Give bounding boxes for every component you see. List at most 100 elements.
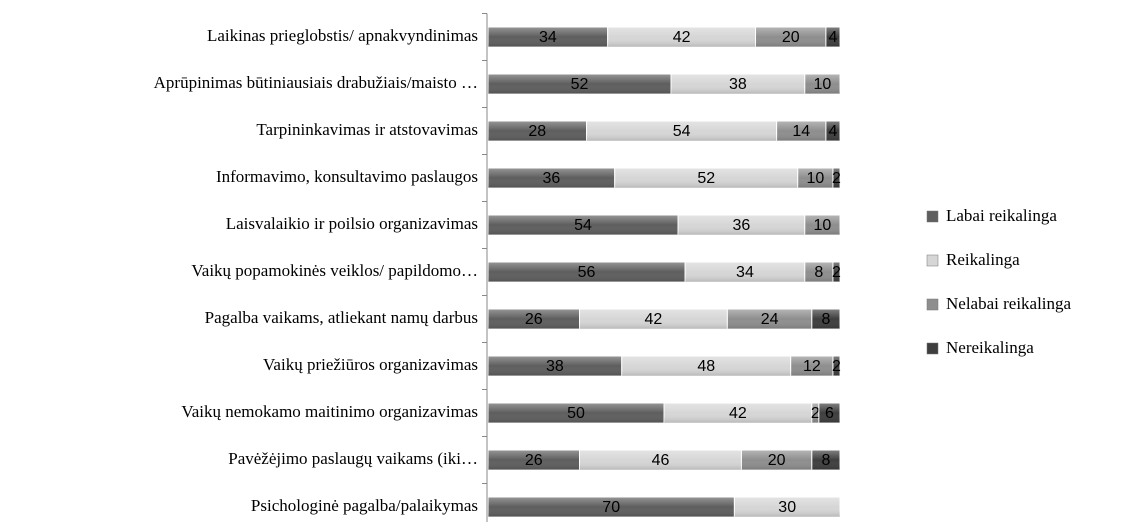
category-label: Vaikų nemokamo maitinimo organizavimas (181, 402, 478, 421)
bar-shine (488, 168, 615, 188)
bar-shine (488, 262, 686, 282)
data-label: 12 (803, 358, 821, 375)
data-label: 56 (578, 264, 596, 281)
bar-shine (832, 356, 840, 376)
data-label: 6 (825, 405, 834, 422)
legend-label: Reikalinga (946, 250, 1020, 269)
bar-shine (832, 168, 840, 188)
bar-shine (811, 309, 840, 329)
data-label: 52 (571, 76, 589, 93)
legend-swatch (926, 254, 939, 267)
data-label: 26 (525, 452, 543, 469)
category-label: Pavėžėjimo paslaugų vaikams (iki… (228, 449, 478, 468)
bar-shine (678, 215, 805, 235)
bar-shine (664, 403, 812, 423)
legend-label: Nelabai reikalinga (946, 294, 1072, 313)
data-label: 24 (761, 311, 779, 328)
data-label: 14 (792, 123, 810, 140)
category-label: Tarpininkavimas ir atstovavimas (256, 120, 478, 139)
category-label: Informavimo, konsultavimo paslaugos (216, 167, 478, 186)
legend-swatch (926, 298, 939, 311)
data-label: 10 (814, 76, 832, 93)
data-label: 8 (814, 264, 823, 281)
legend-label: Labai reikalinga (946, 206, 1057, 225)
category-label: Psichologinė pagalba/palaikymas (251, 496, 478, 515)
data-label: 54 (574, 217, 592, 234)
legend-swatch (926, 342, 939, 355)
bar-shine (755, 27, 826, 47)
bar-shine (488, 497, 735, 517)
data-label: 2 (832, 358, 841, 375)
data-label: 36 (733, 217, 751, 234)
bar-shine (811, 450, 840, 470)
data-label: 48 (697, 358, 715, 375)
bar-shine (825, 27, 840, 47)
data-label: 10 (814, 217, 832, 234)
data-label: 34 (736, 264, 754, 281)
data-label: 4 (829, 29, 838, 46)
data-label: 2 (832, 170, 841, 187)
category-label: Vaikų priežiūros organizavimas (263, 355, 478, 374)
bar-shine (741, 450, 812, 470)
data-label: 52 (697, 170, 715, 187)
data-label: 34 (539, 29, 557, 46)
bar-shine (488, 450, 580, 470)
legend-swatch (926, 210, 939, 223)
data-label: 42 (673, 29, 691, 46)
data-label: 38 (546, 358, 564, 375)
data-label: 28 (528, 123, 546, 140)
bar-shine (579, 309, 728, 329)
category-label: Vaikų popamokinės veiklos/ papildomo… (191, 261, 478, 280)
bar-shine (488, 309, 580, 329)
category-label: Laisvalaikio ir poilsio organizavimas (226, 214, 478, 233)
bar-shine (488, 27, 608, 47)
bar-shine (685, 262, 805, 282)
bar-shine (586, 121, 777, 141)
category-label: Pagalba vaikams, atliekant namų darbus (205, 308, 478, 327)
bar-shine (607, 27, 756, 47)
bar-shine (832, 262, 840, 282)
bar-shine (621, 356, 791, 376)
bar-shine (818, 403, 840, 423)
data-label: 8 (821, 311, 830, 328)
bar-shine (488, 215, 679, 235)
bar-shine (790, 356, 833, 376)
category-label: Aprūpinimas būtiniausiais drabužiais/mai… (154, 73, 478, 92)
data-label: 2 (832, 264, 841, 281)
data-label: 42 (729, 405, 747, 422)
data-label: 42 (645, 311, 663, 328)
data-label: 26 (525, 311, 543, 328)
data-label: 46 (652, 452, 670, 469)
bar-shine (776, 121, 826, 141)
data-label: 20 (782, 29, 800, 46)
data-label: 36 (542, 170, 560, 187)
bar-shine (804, 215, 840, 235)
bar-shine (488, 356, 622, 376)
data-label: 30 (778, 499, 796, 516)
bar-shine (734, 497, 840, 517)
bar-shine (825, 121, 840, 141)
bar-shine (614, 168, 798, 188)
bar-shine (727, 309, 812, 329)
data-label: 10 (806, 170, 824, 187)
data-label: 50 (567, 405, 585, 422)
data-label: 20 (768, 452, 786, 469)
bar-shine (488, 74, 672, 94)
bar-shine (671, 74, 805, 94)
bar-shine (797, 168, 833, 188)
data-label: 38 (729, 76, 747, 93)
legend-label: Nereikalinga (946, 338, 1034, 357)
bar-shine (804, 262, 833, 282)
category-label: Laikinas prieglobstis/ apnakvyndinimas (207, 26, 478, 45)
bar-shine (804, 74, 840, 94)
bar-shine (811, 403, 819, 423)
bar-shine (488, 403, 664, 423)
bar-shine (579, 450, 742, 470)
bar-shine (488, 121, 587, 141)
data-label: 54 (673, 123, 691, 140)
data-label: 2 (811, 405, 820, 422)
data-label: 70 (602, 499, 620, 516)
data-label: 8 (821, 452, 830, 469)
data-label: 4 (829, 123, 838, 140)
